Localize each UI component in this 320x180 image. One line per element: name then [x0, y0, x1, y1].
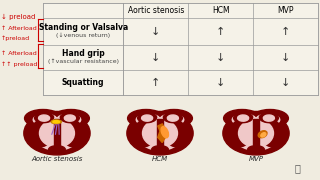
Ellipse shape — [232, 114, 256, 125]
FancyBboxPatch shape — [43, 3, 318, 95]
Ellipse shape — [224, 109, 260, 127]
Ellipse shape — [252, 109, 288, 127]
Ellipse shape — [24, 111, 90, 155]
Text: ↓: ↓ — [281, 78, 291, 88]
FancyBboxPatch shape — [157, 119, 163, 147]
Ellipse shape — [263, 115, 274, 121]
Text: ↓: ↓ — [151, 53, 160, 63]
Text: ↓: ↓ — [216, 78, 226, 88]
Ellipse shape — [128, 109, 164, 127]
Ellipse shape — [31, 120, 52, 147]
Ellipse shape — [233, 118, 279, 150]
Ellipse shape — [51, 120, 61, 124]
Text: ↓: ↓ — [216, 53, 226, 63]
Text: MVP: MVP — [278, 6, 294, 15]
Ellipse shape — [238, 119, 274, 147]
Ellipse shape — [256, 114, 280, 125]
Ellipse shape — [52, 109, 89, 127]
Text: MVP: MVP — [249, 156, 263, 162]
Polygon shape — [158, 124, 168, 143]
Ellipse shape — [49, 146, 65, 153]
Ellipse shape — [160, 114, 184, 125]
Ellipse shape — [60, 113, 79, 123]
Ellipse shape — [53, 121, 60, 123]
Text: ↓ preload: ↓ preload — [1, 14, 35, 20]
Ellipse shape — [33, 114, 57, 125]
Ellipse shape — [167, 115, 178, 121]
Ellipse shape — [230, 120, 251, 147]
Text: ↑: ↑ — [281, 27, 291, 37]
Text: ↓: ↓ — [151, 27, 160, 37]
Ellipse shape — [234, 113, 253, 123]
Ellipse shape — [142, 119, 178, 147]
Text: Squatting: Squatting — [62, 78, 104, 87]
Text: Aortic stenosis: Aortic stenosis — [128, 6, 184, 15]
Ellipse shape — [259, 113, 278, 123]
Text: (↑vascular resistance): (↑vascular resistance) — [48, 58, 119, 64]
Ellipse shape — [127, 111, 193, 155]
Ellipse shape — [165, 120, 186, 147]
Ellipse shape — [62, 120, 83, 147]
Text: ↑: ↑ — [216, 27, 226, 37]
Ellipse shape — [163, 113, 182, 123]
Text: Aortic stenosis: Aortic stenosis — [31, 156, 83, 162]
Ellipse shape — [35, 113, 54, 123]
Ellipse shape — [137, 118, 183, 150]
Text: ↑preload: ↑preload — [1, 36, 30, 41]
Text: Hand grip: Hand grip — [62, 49, 105, 58]
Text: ↑ Afterload: ↑ Afterload — [1, 51, 36, 56]
Ellipse shape — [34, 118, 80, 150]
Ellipse shape — [248, 146, 264, 153]
Ellipse shape — [57, 114, 81, 125]
Ellipse shape — [261, 120, 282, 147]
Text: ↑ Afterload: ↑ Afterload — [1, 26, 36, 31]
Text: (↓venous return): (↓venous return) — [56, 32, 110, 38]
Ellipse shape — [134, 120, 155, 147]
Ellipse shape — [152, 146, 168, 153]
Ellipse shape — [223, 111, 289, 155]
Text: HCM: HCM — [212, 6, 230, 15]
Ellipse shape — [261, 133, 266, 137]
Ellipse shape — [39, 119, 75, 147]
Text: ↑: ↑ — [151, 78, 160, 88]
Ellipse shape — [25, 109, 61, 127]
FancyBboxPatch shape — [253, 119, 259, 147]
Text: 🦅: 🦅 — [295, 163, 300, 173]
Text: Standing or Valsalva: Standing or Valsalva — [39, 23, 128, 32]
FancyBboxPatch shape — [54, 119, 60, 147]
Text: ↓: ↓ — [281, 53, 291, 63]
Ellipse shape — [238, 115, 249, 121]
Ellipse shape — [156, 109, 192, 127]
Ellipse shape — [138, 113, 157, 123]
Ellipse shape — [136, 114, 160, 125]
Text: HCM: HCM — [152, 156, 168, 162]
Ellipse shape — [258, 131, 267, 138]
Ellipse shape — [161, 127, 169, 138]
Ellipse shape — [64, 115, 75, 121]
Text: ↑↑ preload: ↑↑ preload — [1, 61, 37, 67]
Ellipse shape — [39, 115, 50, 121]
Ellipse shape — [142, 115, 153, 121]
